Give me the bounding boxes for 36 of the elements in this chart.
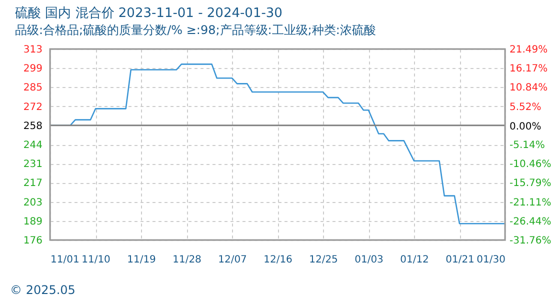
x-tick-label: 01/21 [446, 254, 474, 266]
y-tick-label: 285 [23, 82, 42, 94]
y-tick-label: 189 [23, 216, 42, 228]
y2-tick-label: -31.76% [510, 236, 552, 246]
x-tick-label: 12/25 [309, 254, 338, 266]
y2-tick-label: -21.11% [510, 197, 552, 208]
x-tick-label: 11/19 [127, 254, 156, 266]
y-tick-label: 203 [23, 197, 42, 208]
y2-tick-label: 10.84% [510, 82, 548, 94]
y2-tick-label: -15.79% [510, 178, 552, 190]
y-tick-label: 272 [23, 102, 42, 113]
y-tick-label: 313 [23, 44, 42, 56]
x-tick-label: 01/30 [476, 254, 506, 266]
y2-tick-label: 21.49% [510, 44, 548, 56]
y2-tick-label: -5.14% [510, 140, 545, 152]
y2-tick-label: -26.44% [510, 216, 552, 228]
y-tick-label: 299 [23, 64, 42, 75]
x-tick-label: 01/12 [400, 254, 429, 266]
x-tick-label: 01/03 [354, 254, 384, 266]
x-tick-label: 11/01 [50, 254, 80, 266]
y2-tick-label: 5.52% [510, 102, 542, 113]
text: © 2025.05 [10, 283, 76, 297]
y-tick-label: 231 [23, 159, 42, 170]
y-tick-label: 217 [23, 178, 42, 190]
y2-tick-label: 16.17% [510, 64, 548, 75]
y2-tick-label: 0.00% [510, 122, 542, 133]
chart-title: 硫酸 国内 混合价 2023-11-01 - 2024-01-30 [15, 6, 282, 21]
y-tick-label: 176 [23, 236, 42, 246]
chart-subtitle: 品级:合格品;硫酸的质量分数/% ≥:98;产品等级:工业级;种类:浓硫酸 [15, 23, 376, 37]
x-tick-label: 12/16 [264, 254, 292, 266]
x-tick-label: 11/28 [172, 254, 202, 266]
y-tick-label: 244 [23, 140, 42, 151]
x-tick-label: 11/10 [82, 254, 110, 266]
y-tick-label: 258 [23, 120, 42, 132]
x-tick-label: 12/07 [218, 254, 247, 266]
y2-tick-label: -10.46% [510, 159, 552, 170]
